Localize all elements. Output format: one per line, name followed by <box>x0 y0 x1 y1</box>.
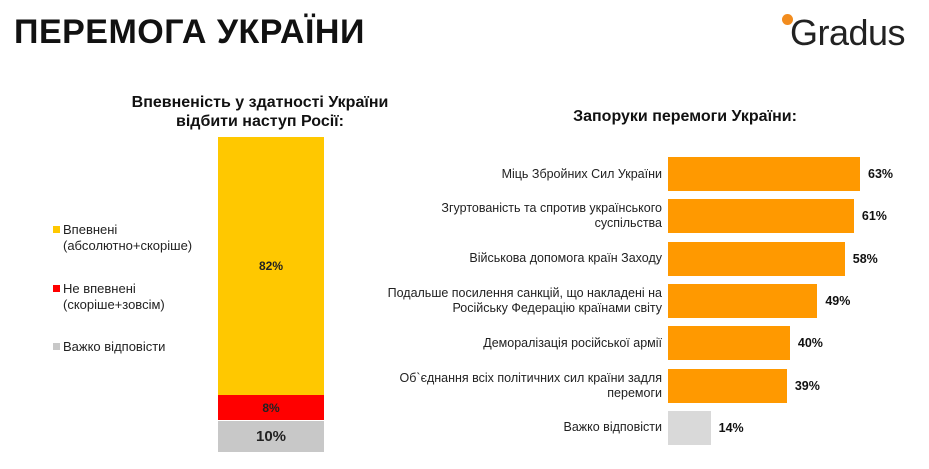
legend-swatch <box>53 285 60 292</box>
bar-category-line: перемоги <box>607 385 662 400</box>
brand-dot-icon <box>782 14 793 25</box>
chart2-title: Запоруки перемоги України: <box>573 108 797 125</box>
bar-value-label: 63% <box>868 167 894 181</box>
bar <box>668 241 845 276</box>
bar-row: Міць Збройних Сил України 63% <box>380 157 920 191</box>
legend-label: Впевнені <box>63 222 118 237</box>
bar-value-label: 40% <box>797 336 823 351</box>
legend-swatch <box>53 343 60 350</box>
bar-row: Важко відповісти 14% <box>380 410 920 445</box>
bar-value-label: 49% <box>825 293 851 308</box>
stack-segment-not-confident: 8% <box>218 395 324 421</box>
bar-category-label: Важко відповісти <box>380 411 663 445</box>
stack-segment-label: 82% <box>258 259 284 274</box>
bar-value-label: 14% <box>718 420 744 435</box>
bar-category-label: Військова допомога країн Заходу <box>380 242 662 276</box>
stacked-bar: 82% 8% 10% <box>218 137 324 452</box>
bar-category-line: Згуртованість та спротив українського <box>441 201 662 216</box>
bar-category-line: Російську Федерацію країнами світу <box>452 300 663 315</box>
legend-label: Не впевнені <box>63 281 136 296</box>
bar-category-line: суспільства <box>594 216 662 231</box>
bar-category-label: Міць Збройних Сил України <box>380 157 662 191</box>
legend-label: (скоріше+зовсім) <box>63 297 165 312</box>
legend-label: Важко відповісти <box>63 339 166 354</box>
bar <box>668 199 854 234</box>
bar <box>668 326 790 361</box>
chart1-title-line: Впевненість у здатності України <box>131 94 389 111</box>
stack-segment-hard-to-say: 10% <box>218 420 324 452</box>
bar-value-label: 39% <box>794 378 820 393</box>
chart1-title-line: відбити наступ Росії: <box>176 113 344 130</box>
brand-logo: Gradus <box>782 12 917 56</box>
stack-segment-confident: 82% <box>218 137 324 396</box>
legend-label: (абсолютно+скоріше) <box>63 238 193 253</box>
bar-category-line: Військова допомога країн Заходу <box>469 251 662 266</box>
brand-name: Gradus <box>790 12 906 53</box>
bar-value-label: 61% <box>861 209 887 224</box>
legend-swatch <box>53 226 60 233</box>
bar-value-label: 58% <box>852 251 878 266</box>
bar-category-line: Міць Збройних Сил України <box>501 166 662 181</box>
bar-category-line: Подальше посилення санкцій, що накладені… <box>387 285 662 300</box>
stack-segment-label: 8% <box>262 400 280 415</box>
bar-category-line: Об`єднання всіх політичних сил країни за… <box>399 370 662 385</box>
bar-row: Військова допомога країн Заходу 58% <box>380 241 920 276</box>
bar <box>668 157 860 191</box>
bar <box>668 368 787 403</box>
bar-category-line: Деморалізація російської армії <box>483 335 662 350</box>
bar-category-label: Об`єднання всіх політичних сил країни за… <box>380 369 662 403</box>
bar-row: Згуртованість та спротив українського сус… <box>380 199 920 234</box>
page-title: ПЕРЕМОГА УКРАЇНИ <box>14 13 365 51</box>
bar <box>668 283 818 318</box>
bar-category-line: Важко відповісти <box>563 420 663 435</box>
bar-category-label: Подальше посилення санкцій, що накладені… <box>380 284 662 318</box>
bar-row: Деморалізація російської армії 40% <box>380 326 920 361</box>
bar <box>668 410 711 445</box>
bar-row: Подальше посилення санкцій, що накладені… <box>380 283 920 318</box>
bar-row: Об`єднання всіх політичних сил країни за… <box>380 368 920 403</box>
chart1-title: Впевненість у здатності України відбити … <box>110 93 410 131</box>
stack-segment-label: 10% <box>255 427 287 445</box>
bar-category-label: Деморалізація російської армії <box>380 326 662 360</box>
bar-category-label: Згуртованість та спротив українського сус… <box>380 199 662 233</box>
